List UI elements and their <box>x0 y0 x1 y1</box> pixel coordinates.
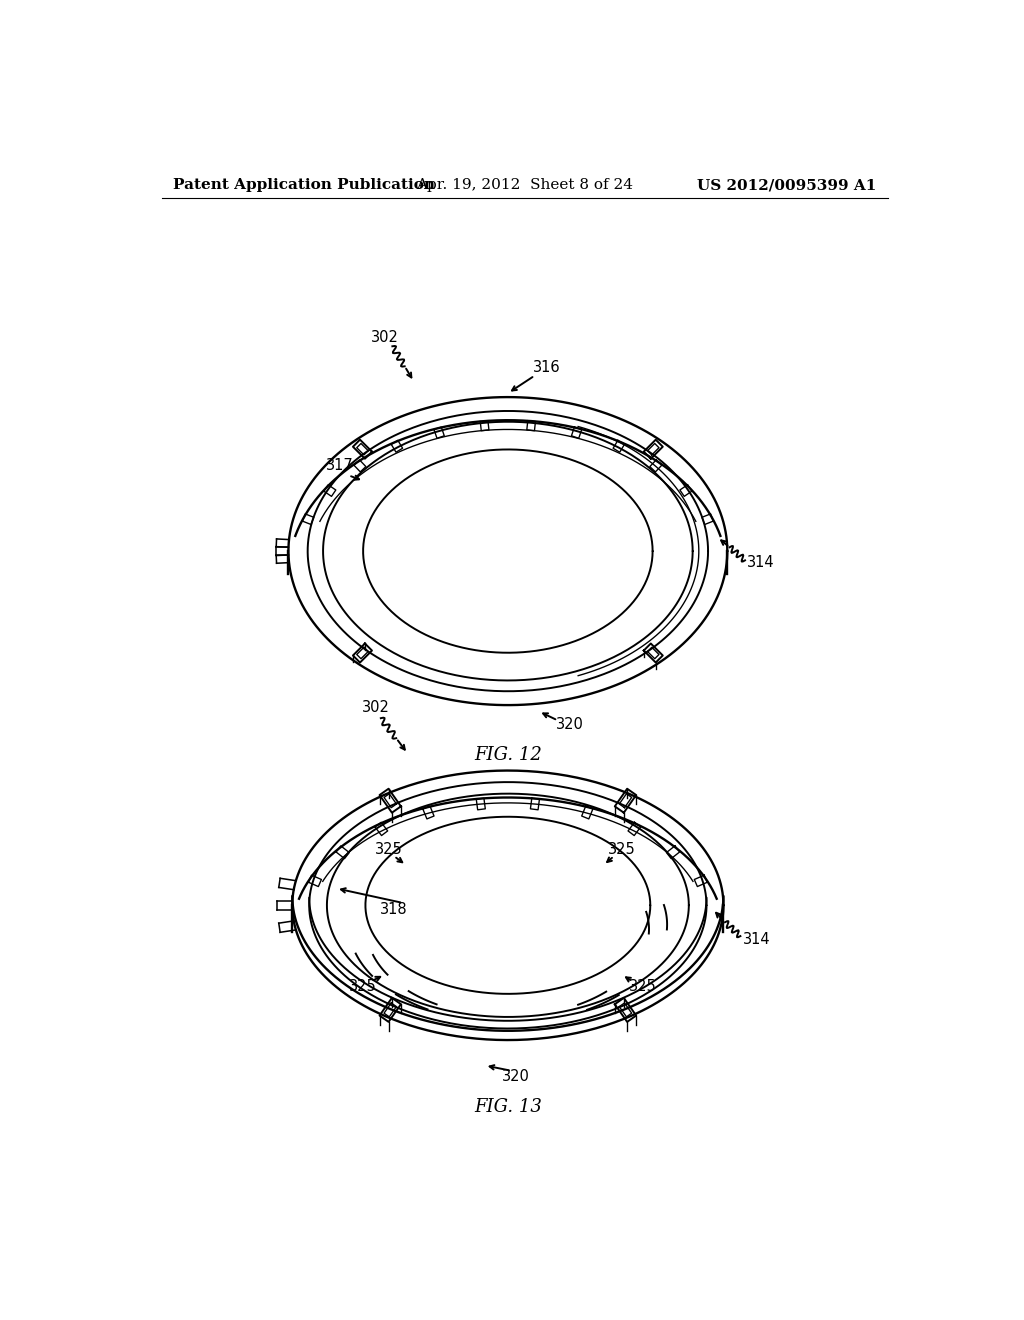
Text: 302: 302 <box>361 700 389 715</box>
Text: 317: 317 <box>326 458 354 473</box>
Text: US 2012/0095399 A1: US 2012/0095399 A1 <box>696 178 876 193</box>
Text: 302: 302 <box>371 330 398 345</box>
Text: Apr. 19, 2012  Sheet 8 of 24: Apr. 19, 2012 Sheet 8 of 24 <box>417 178 633 193</box>
Text: 314: 314 <box>746 556 774 570</box>
Text: 314: 314 <box>742 932 770 948</box>
Text: 325: 325 <box>629 978 656 994</box>
Text: Patent Application Publication: Patent Application Publication <box>173 178 435 193</box>
Text: FIG. 13: FIG. 13 <box>474 1098 542 1115</box>
Text: 318: 318 <box>380 902 408 916</box>
Text: 320: 320 <box>502 1069 529 1084</box>
Text: 320: 320 <box>556 717 584 731</box>
Text: 325: 325 <box>608 842 636 858</box>
Text: 325: 325 <box>375 842 402 858</box>
Text: FIG. 12: FIG. 12 <box>474 746 542 764</box>
Text: 325: 325 <box>349 978 377 994</box>
Text: 316: 316 <box>532 360 560 375</box>
